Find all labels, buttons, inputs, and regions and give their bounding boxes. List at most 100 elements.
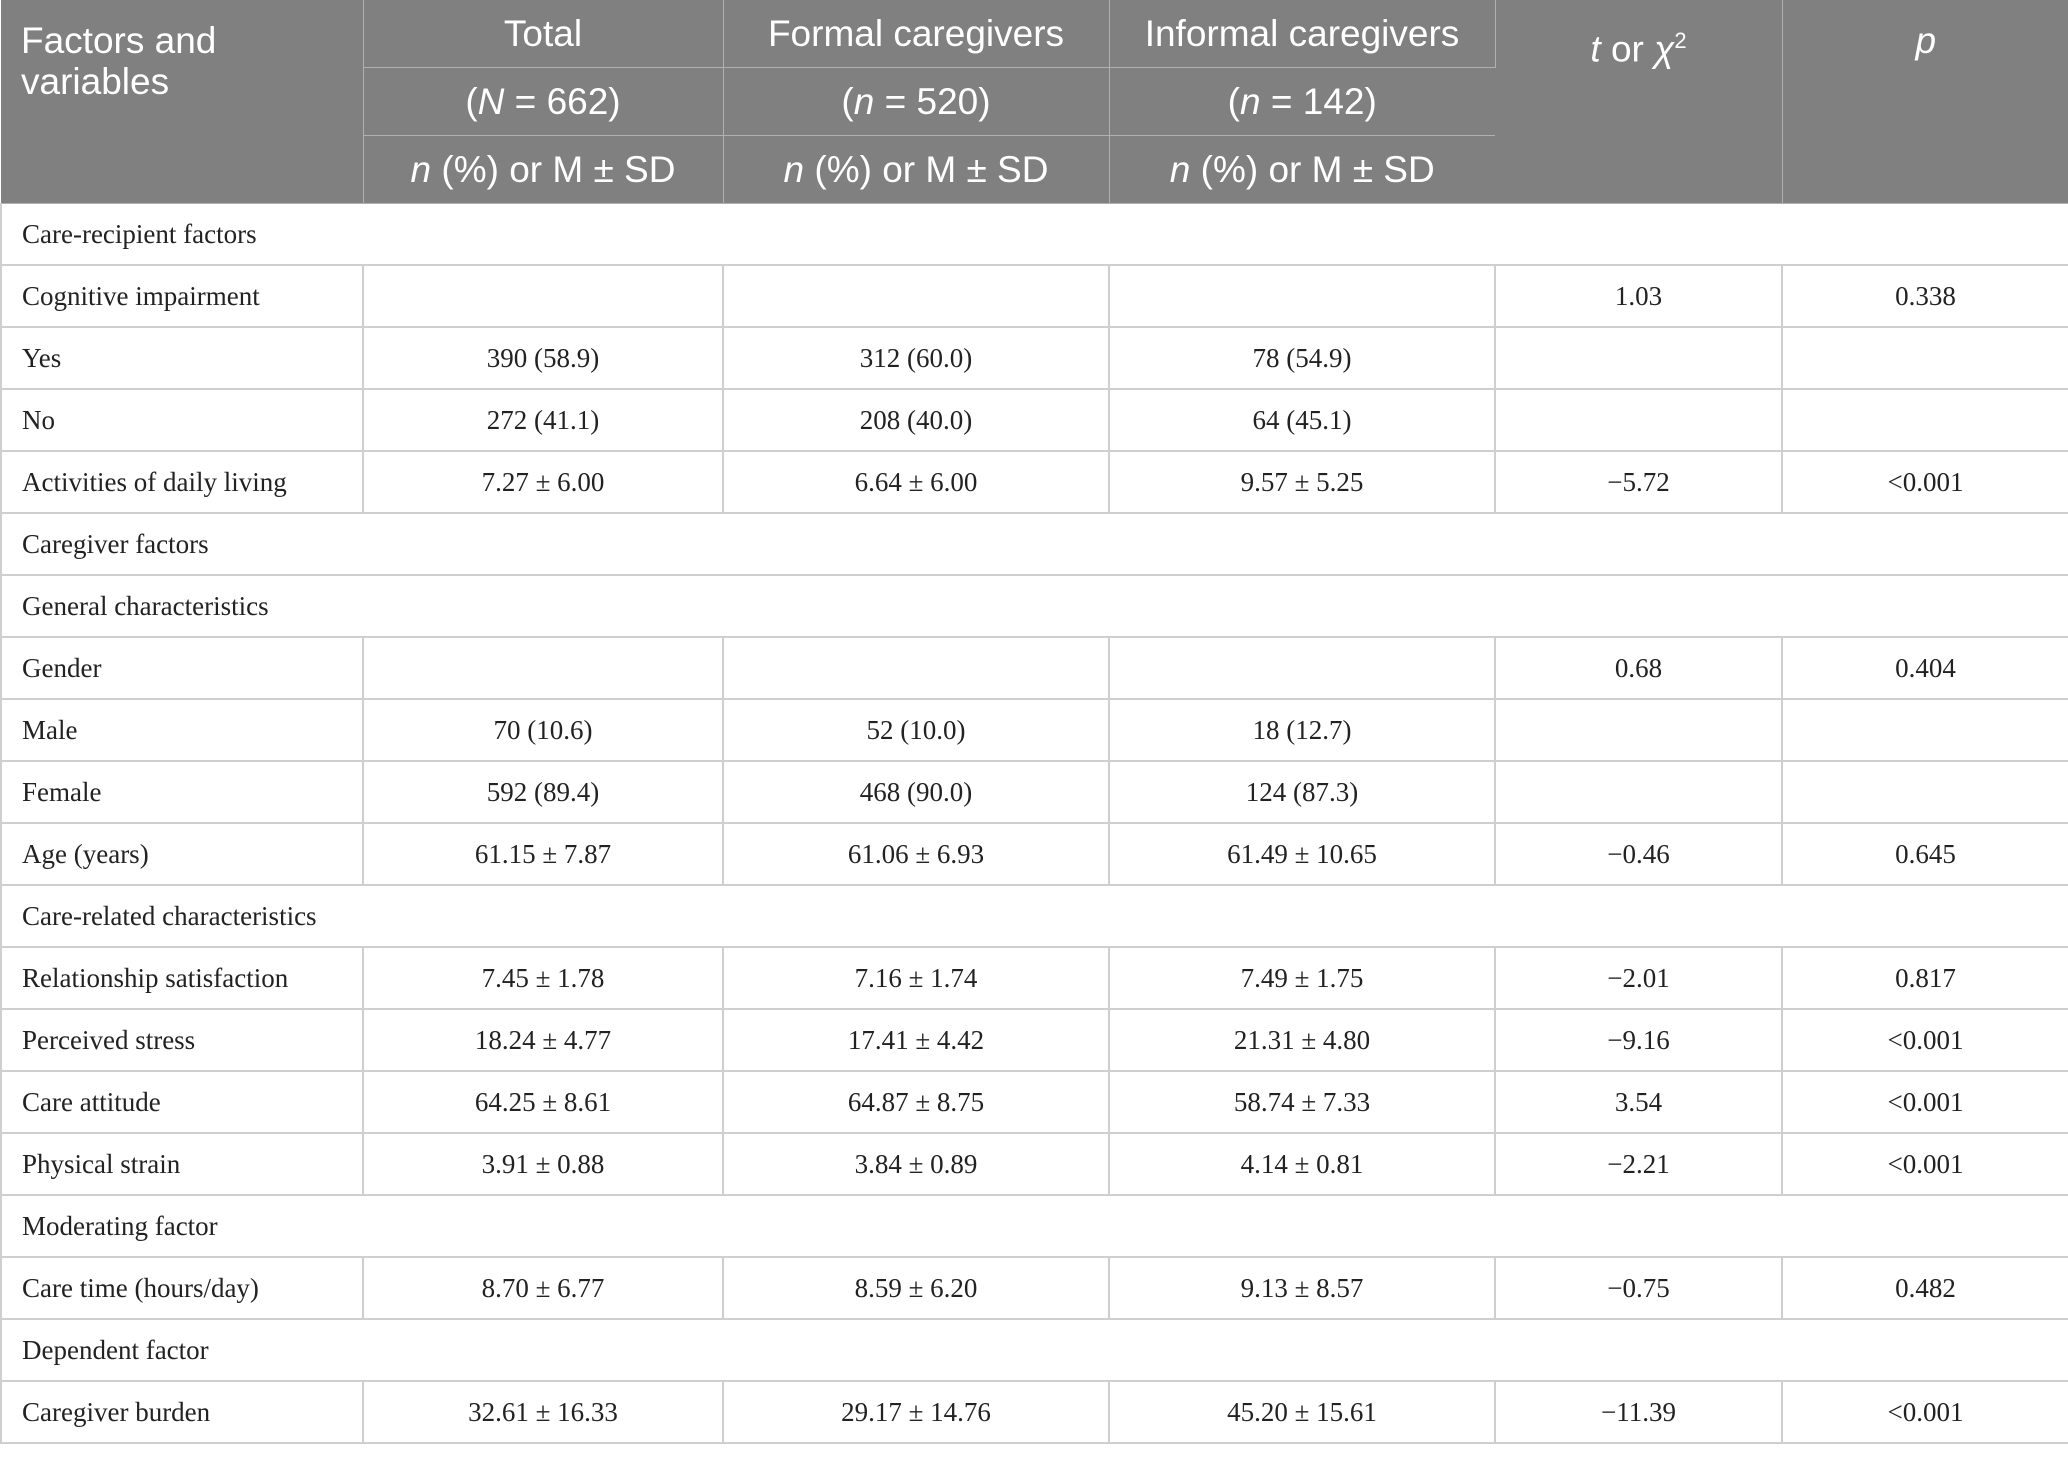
row-label: Female <box>0 761 364 824</box>
section-label: Care-related characteristics <box>0 885 2068 948</box>
cell-test-statistic: −2.01 <box>1495 947 1783 1010</box>
table-row: Perceived stress 18.24 ± 4.77 17.41 ± 4.42… <box>0 1009 2068 1072</box>
stat-format: (%) or M ± SD <box>431 148 676 190</box>
cell-total <box>363 637 724 700</box>
section-row: Moderating factor <box>0 1195 2068 1258</box>
header-p-value: p <box>1782 0 2068 204</box>
header-formal: Formal caregivers <box>723 0 1110 68</box>
table-row: Relationship satisfaction 7.45 ± 1.78 7.16… <box>0 947 2068 1010</box>
table-row: No 272 (41.1) 208 (40.0) 64 (45.1) <box>0 389 2068 452</box>
cell-total: 8.70 ± 6.77 <box>363 1257 724 1320</box>
paren: ( <box>841 80 854 122</box>
cell-formal: 8.59 ± 6.20 <box>723 1257 1110 1320</box>
header-factors: Factors and variables <box>1 0 364 204</box>
t-symbol: t <box>1590 28 1601 70</box>
cell-total <box>363 265 724 328</box>
cell-informal <box>1109 637 1496 700</box>
section-row: Care-related characteristics <box>0 885 2068 948</box>
row-label: Physical strain <box>0 1133 364 1196</box>
table-row: Caregiver burden 32.61 ± 16.33 29.17 ± 14.… <box>0 1381 2068 1444</box>
cell-total: 272 (41.1) <box>363 389 724 452</box>
row-label: Activities of daily living <box>0 451 364 514</box>
cell-p-value <box>1782 699 2068 762</box>
cell-total: 64.25 ± 8.61 <box>363 1071 724 1134</box>
header-informal: Informal caregivers <box>1109 0 1496 68</box>
table-row: Activities of daily living 7.27 ± 6.00 6.6… <box>0 451 2068 514</box>
header-total-stat: n (%) or M ± SD <box>363 135 724 204</box>
chi-superscript: 2 <box>1674 28 1687 53</box>
cell-test-statistic: −0.46 <box>1495 823 1783 886</box>
cell-test-statistic: 0.68 <box>1495 637 1783 700</box>
cell-formal: 208 (40.0) <box>723 389 1110 452</box>
cell-p-value: 0.482 <box>1782 1257 2068 1320</box>
cell-test-statistic: −9.16 <box>1495 1009 1783 1072</box>
cell-p-value: 0.404 <box>1782 637 2068 700</box>
row-label: Gender <box>0 637 364 700</box>
table-row: Female 592 (89.4) 468 (90.0) 124 (87.3) <box>0 761 2068 824</box>
cell-test-statistic: 3.54 <box>1495 1071 1783 1134</box>
cell-total: 7.27 ± 6.00 <box>363 451 724 514</box>
cell-p-value <box>1782 389 2068 452</box>
p-symbol: p <box>1915 20 1937 61</box>
cell-formal: 61.06 ± 6.93 <box>723 823 1110 886</box>
cell-p-value <box>1782 761 2068 824</box>
cell-p-value: <0.001 <box>1782 451 2068 514</box>
cell-total: 18.24 ± 4.77 <box>363 1009 724 1072</box>
cell-test-statistic <box>1495 699 1783 762</box>
cell-total: 390 (58.9) <box>363 327 724 390</box>
cell-formal: 468 (90.0) <box>723 761 1110 824</box>
cell-p-value <box>1782 327 2068 390</box>
n-symbol: n <box>853 80 875 122</box>
cell-formal <box>723 637 1110 700</box>
section-label: General characteristics <box>0 575 2068 638</box>
table-row: Care time (hours/day) 8.70 ± 6.77 8.59 ± 6… <box>0 1257 2068 1320</box>
cell-formal: 29.17 ± 14.76 <box>723 1381 1110 1444</box>
row-label: Male <box>0 699 364 762</box>
cell-total: 3.91 ± 0.88 <box>363 1133 724 1196</box>
table-row: Gender 0.68 0.404 <box>0 637 2068 700</box>
row-label: Relationship satisfaction <box>0 947 364 1010</box>
n-symbol: n <box>783 148 805 190</box>
row-label: Perceived stress <box>0 1009 364 1072</box>
cell-informal: 61.49 ± 10.65 <box>1109 823 1496 886</box>
table-row: Male 70 (10.6) 52 (10.0) 18 (12.7) <box>0 699 2068 762</box>
header-informal-n: (n = 142) <box>1109 67 1495 136</box>
n-symbol: N <box>477 80 505 122</box>
table-row: Physical strain 3.91 ± 0.88 3.84 ± 0.89 4.1… <box>0 1133 2068 1196</box>
row-label: Age (years) <box>0 823 364 886</box>
cell-test-statistic: −2.21 <box>1495 1133 1783 1196</box>
chi-symbol: χ <box>1654 28 1675 70</box>
cell-informal: 18 (12.7) <box>1109 699 1496 762</box>
cell-test-statistic <box>1495 389 1783 452</box>
header-total: Total <box>363 0 724 68</box>
n-symbol: n <box>1240 80 1261 122</box>
header-test-statistic: t or χ2 <box>1495 0 1783 204</box>
cell-informal: 124 (87.3) <box>1109 761 1496 824</box>
n-value: = 662) <box>504 80 621 122</box>
cell-formal: 64.87 ± 8.75 <box>723 1071 1110 1134</box>
cell-formal: 17.41 ± 4.42 <box>723 1009 1110 1072</box>
row-label: Care attitude <box>0 1071 364 1134</box>
row-label: Yes <box>0 327 364 390</box>
cell-formal: 6.64 ± 6.00 <box>723 451 1110 514</box>
table-header: Factors and variables Total Formal careg… <box>1 0 2068 204</box>
section-row: Dependent factor <box>0 1319 2068 1382</box>
n-symbol: n <box>410 148 432 190</box>
section-row: General characteristics <box>0 575 2068 638</box>
cell-formal: 7.16 ± 1.74 <box>723 947 1110 1010</box>
cell-total: 32.61 ± 16.33 <box>363 1381 724 1444</box>
table-row: Care attitude 64.25 ± 8.61 64.87 ± 8.75 58.… <box>0 1071 2068 1134</box>
n-value: = 142) <box>1260 80 1377 122</box>
section-label: Caregiver factors <box>0 513 2068 576</box>
cell-formal: 52 (10.0) <box>723 699 1110 762</box>
cell-formal <box>723 265 1110 328</box>
table-row: Yes 390 (58.9) 312 (60.0) 78 (54.9) <box>0 327 2068 390</box>
cell-formal: 3.84 ± 0.89 <box>723 1133 1110 1196</box>
cell-informal: 7.49 ± 1.75 <box>1109 947 1496 1010</box>
stat-format: (%) or M ± SD <box>804 148 1049 190</box>
cell-informal: 21.31 ± 4.80 <box>1109 1009 1496 1072</box>
row-label: Cognitive impairment <box>0 265 364 328</box>
cell-p-value: <0.001 <box>1782 1071 2068 1134</box>
row-label: Caregiver burden <box>0 1381 364 1444</box>
section-label: Care-recipient factors <box>0 203 2068 266</box>
